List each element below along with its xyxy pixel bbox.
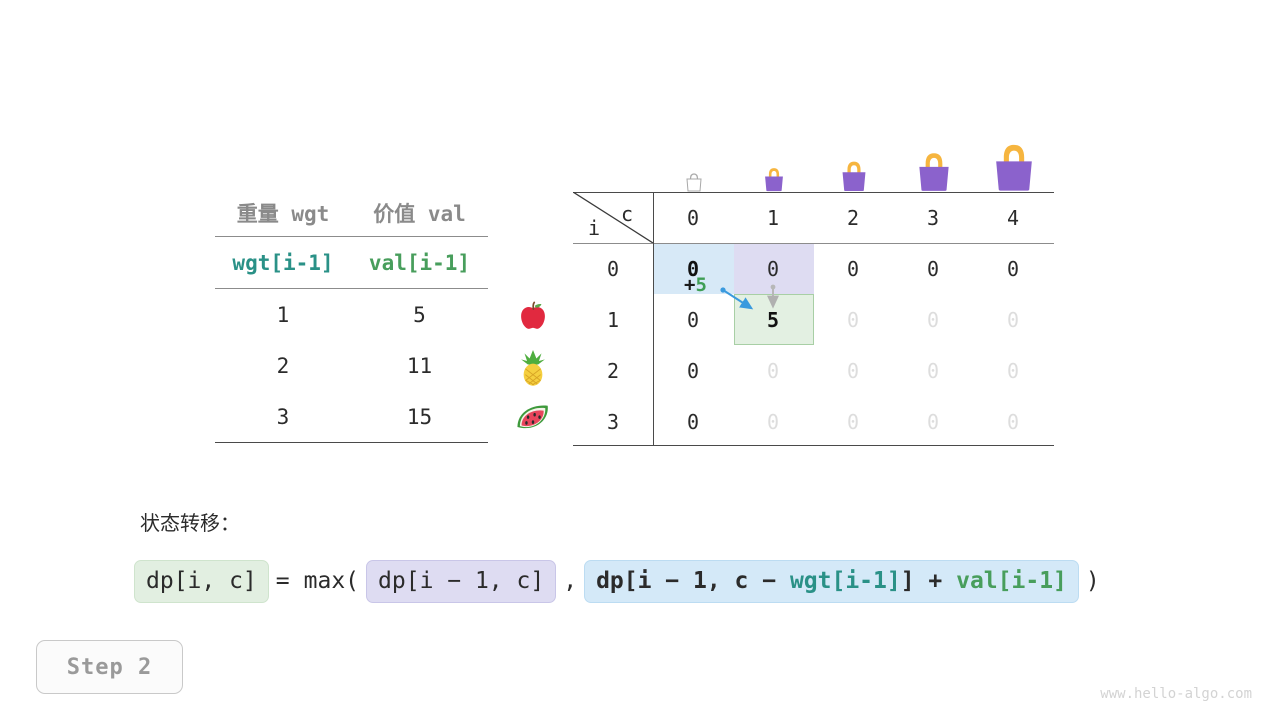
item-table-subheader-val: val[i-1] xyxy=(368,250,471,275)
item-table-header-wgt: 重量 wgt xyxy=(236,202,330,226)
dp-top-border xyxy=(573,192,1054,193)
bag-icon-capacity-2 xyxy=(814,120,894,192)
pineapple-icon-svg xyxy=(521,349,545,386)
item-table-subheader-row: wgt[i-1] val[i-1] xyxy=(215,237,488,289)
dp-cell-r2c2: 0 xyxy=(846,358,860,383)
table-row: 2 11 xyxy=(215,340,488,391)
dp-column-header-row: 0 1 2 3 4 xyxy=(573,192,1054,243)
formula-arg-skip: dp[i − 1, c] xyxy=(366,560,557,603)
dp-bottom-border xyxy=(573,445,1054,446)
formula-max-open: max( xyxy=(303,568,360,595)
dp-col-header-4: 4 xyxy=(1006,205,1020,230)
dp-cell-r3c1: 0 xyxy=(766,409,780,434)
corner-diagonal-icon xyxy=(572,191,654,244)
dp-cell-r0c3: 0 xyxy=(926,256,940,281)
watermelon-icon xyxy=(505,392,561,443)
table-row: 3 0 0 0 0 0 xyxy=(573,396,1054,447)
dp-cell-r1c4: 0 xyxy=(1006,307,1020,332)
bag-capacity-icon-row xyxy=(573,120,1054,192)
dp-row-header-2: 2 xyxy=(606,358,620,383)
state-transition-caption: 状态转移： xyxy=(140,511,240,535)
formula-arg-take-val: val[i-1] xyxy=(956,568,1067,594)
item-2-weight: 2 xyxy=(276,353,290,378)
item-table-subheader-wgt: wgt[i-1] xyxy=(232,250,334,275)
bag-icon-capacity-3 xyxy=(894,120,974,192)
table-row: 2 0 0 0 0 0 xyxy=(573,345,1054,396)
dp-corner-cell: c i xyxy=(572,191,654,244)
table-row: 1 0 5 0 0 0 xyxy=(573,294,1054,345)
item-1-value: 5 xyxy=(413,302,426,327)
dp-cell-r1c1: 5 xyxy=(766,307,780,332)
dp-cell-r0c0: 0 xyxy=(686,256,700,281)
dp-cell-r1c2: 0 xyxy=(846,307,860,332)
dp-col-header-0: 0 xyxy=(686,205,700,230)
dp-corner-col-label: c xyxy=(621,202,634,226)
shopping-bag-icon xyxy=(686,173,702,192)
dp-table: c i 0 1 2 3 4 0 0 0 0 0 0 xyxy=(572,191,1054,446)
highlight-cell-prev-row-col0 xyxy=(654,243,734,294)
state-transition-formula: dp[i, c] = max( dp[i − 1, c] , dp[i − 1,… xyxy=(134,560,1107,603)
formula-arg-take-prefix: dp[i − 1, c − xyxy=(596,568,790,594)
formula-close-paren: ) xyxy=(1085,568,1100,595)
dp-cell-r2c0: 0 xyxy=(686,358,700,383)
item-weight-value-table: 重量 wgt 价值 val wgt[i-1] val[i-1] 1 5 2 11… xyxy=(215,190,488,443)
dp-cells-layer: 0 1 2 3 4 0 0 0 0 0 0 1 0 5 0 0 xyxy=(573,192,1054,445)
dp-corner-row-label: i xyxy=(588,216,601,240)
dp-cell-r2c1: 0 xyxy=(766,358,780,383)
dp-row-header-0: 0 xyxy=(606,256,620,281)
apple-icon-svg xyxy=(521,301,545,329)
watermark: www.hello-algo.com xyxy=(1100,686,1252,702)
dp-row-header-1: 1 xyxy=(606,307,620,332)
dp-cell-r3c3: 0 xyxy=(926,409,940,434)
dp-row-header-3: 3 xyxy=(606,409,620,434)
dp-col-header-2: 2 xyxy=(846,205,860,230)
item-table-grid: 重量 wgt 价值 val wgt[i-1] val[i-1] 1 5 2 11… xyxy=(215,190,488,443)
dp-cell-r0c4: 0 xyxy=(1006,256,1020,281)
dp-grid: c i 0 1 2 3 4 0 0 0 0 0 0 xyxy=(572,191,1054,446)
formula-arg-take-mid: ] + xyxy=(900,568,957,594)
shopping-bag-icon xyxy=(765,168,783,192)
dp-col-header-1: 1 xyxy=(766,205,780,230)
dp-cell-r1c3: 0 xyxy=(926,307,940,332)
dp-cell-r0c1: 0 xyxy=(766,256,780,281)
item-2-value: 11 xyxy=(406,353,433,378)
pineapple-icon xyxy=(505,341,561,392)
formula-arg-take-wgt: wgt[i-1] xyxy=(789,568,901,594)
shopping-bag-icon xyxy=(919,153,949,191)
dp-cell-r0c2: 0 xyxy=(846,256,860,281)
dp-cell-r3c4: 0 xyxy=(1006,409,1020,434)
item-fruit-column xyxy=(505,290,561,443)
formula-arg-take: dp[i − 1, c − wgt[i-1]] + val[i-1] xyxy=(584,560,1079,603)
item-3-weight: 3 xyxy=(276,404,290,429)
shopping-bag-icon xyxy=(842,161,866,192)
item-3-value: 15 xyxy=(406,404,433,429)
dp-cell-r1c0: 0 xyxy=(686,307,700,332)
formula-equals: = xyxy=(275,568,290,595)
dp-cell-r3c2: 0 xyxy=(846,409,860,434)
dp-header-border xyxy=(573,243,1054,244)
item-table-header-val: 价值 val xyxy=(373,202,466,226)
formula-comma: , xyxy=(563,568,578,595)
apple-icon xyxy=(505,290,561,341)
formula-target: dp[i, c] xyxy=(134,560,269,603)
watermelon-icon-svg xyxy=(517,405,548,428)
dp-cell-r2c3: 0 xyxy=(926,358,940,383)
table-row: 3 15 xyxy=(215,391,488,443)
shopping-bag-icon xyxy=(996,144,1032,191)
item-table-header-row: 重量 wgt 价值 val xyxy=(215,190,488,237)
bag-icon-capacity-1 xyxy=(734,120,814,192)
table-row: 1 5 xyxy=(215,289,488,341)
dp-cell-r2c4: 0 xyxy=(1006,358,1020,383)
dp-vertical-divider xyxy=(653,192,654,445)
step-badge: Step 2 xyxy=(36,640,183,694)
table-row: 0 0 0 0 0 0 xyxy=(573,243,1054,294)
item-1-weight: 1 xyxy=(276,302,290,327)
dp-col-header-3: 3 xyxy=(926,205,940,230)
bag-icon-capacity-0 xyxy=(654,120,734,192)
dp-cell-r3c0: 0 xyxy=(686,409,700,434)
bag-icon-capacity-4 xyxy=(974,120,1054,192)
